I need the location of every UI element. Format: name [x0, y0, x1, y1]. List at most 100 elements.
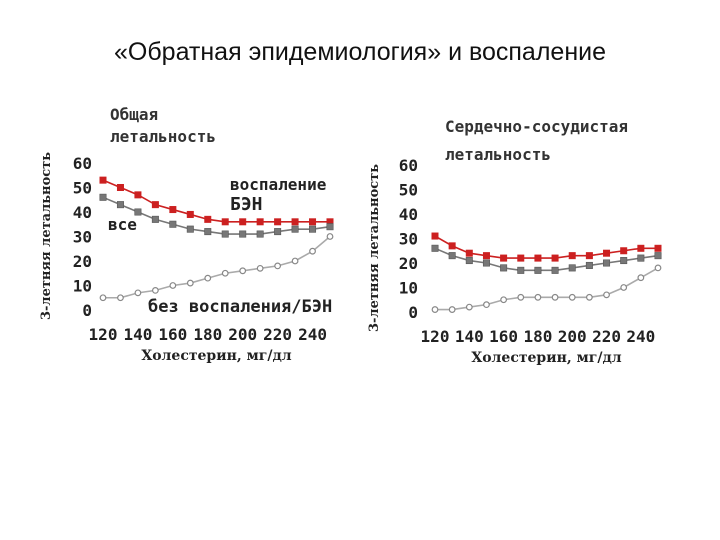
data-point-circle — [517, 293, 525, 301]
y-tick-label: 10 — [399, 279, 418, 298]
data-point-square — [169, 220, 177, 228]
data-point-square — [169, 206, 177, 214]
y-tick-label: 20 — [399, 254, 418, 273]
x-axis-title: Холестерин, мг/дл — [141, 348, 291, 364]
chart-title-line: летальность — [110, 127, 216, 146]
data-point-square — [431, 232, 439, 240]
data-point-square — [204, 228, 212, 236]
data-point-circle — [204, 274, 212, 282]
data-point-circle — [654, 264, 662, 272]
y-tick-label: 40 — [73, 203, 92, 222]
y-axis-title: 3-летняя летальность — [39, 152, 54, 320]
data-point-square — [568, 264, 576, 272]
y-tick-label: 30 — [73, 228, 92, 247]
data-point-square — [99, 193, 107, 201]
data-point-square — [534, 254, 542, 262]
data-point-square — [568, 252, 576, 260]
data-point-square — [482, 259, 490, 267]
x-tick-label: 180 — [523, 327, 552, 346]
data-point-square — [465, 249, 473, 257]
data-point-square — [116, 184, 124, 192]
data-point-circle — [585, 293, 593, 301]
data-point-square — [116, 201, 124, 209]
data-point-square — [221, 230, 229, 238]
data-point-square — [637, 244, 645, 252]
x-tick-label: 140 — [123, 325, 152, 344]
y-tick-label: 30 — [399, 230, 418, 249]
y-tick-label: 10 — [73, 277, 92, 296]
x-tick-label: 240 — [626, 327, 655, 346]
data-point-square — [654, 244, 662, 252]
x-tick-label: 120 — [89, 325, 118, 344]
y-tick-label: 60 — [399, 156, 418, 175]
data-point-square — [309, 218, 317, 226]
data-point-square — [551, 266, 559, 274]
data-point-circle — [309, 247, 316, 255]
data-point-circle — [500, 296, 508, 304]
data-point-square — [654, 252, 662, 260]
data-point-square — [239, 218, 247, 226]
y-tick-label: 50 — [73, 179, 92, 198]
data-point-circle — [603, 291, 610, 299]
data-point-circle — [483, 301, 490, 309]
x-tick-label: 180 — [193, 325, 222, 344]
data-point-square — [431, 244, 439, 252]
data-point-square — [309, 225, 317, 233]
data-point-circle — [99, 294, 107, 302]
data-point-circle — [620, 284, 628, 291]
data-point-square — [465, 257, 473, 265]
data-point-square — [151, 201, 159, 209]
chart-title-line: Сердечно-сосудистая — [445, 117, 628, 136]
data-point-circle — [431, 306, 439, 313]
data-point-square — [603, 249, 611, 257]
x-axis-title: Холестерин, мг/дл — [471, 350, 621, 366]
x-tick-label: 220 — [592, 327, 621, 346]
x-tick-label: 160 — [489, 327, 518, 346]
data-point-square — [585, 252, 593, 260]
data-point-square — [637, 254, 645, 262]
data-point-square — [585, 261, 593, 269]
series-label: БЭН — [230, 194, 263, 215]
y-tick-label: 60 — [73, 154, 92, 173]
y-tick-label: 40 — [399, 205, 418, 224]
y-axis-title: 3-летняя летальность — [367, 164, 382, 332]
x-tick-label: 140 — [455, 327, 484, 346]
data-point-square — [448, 252, 456, 260]
data-point-square — [274, 228, 282, 236]
data-point-square — [620, 247, 628, 255]
data-point-square — [239, 230, 247, 238]
series-label: все — [108, 215, 137, 234]
data-point-square — [500, 264, 508, 272]
data-point-circle — [448, 306, 456, 313]
data-point-circle — [169, 282, 177, 289]
data-point-square — [221, 218, 229, 226]
data-point-circle — [117, 294, 124, 302]
x-tick-label: 200 — [228, 325, 257, 344]
data-point-square — [134, 191, 142, 199]
data-point-square — [448, 242, 456, 250]
data-point-circle — [534, 293, 542, 301]
series-label: без воспаления/БЭН — [148, 297, 332, 317]
y-tick-label: 50 — [399, 181, 418, 200]
data-point-square — [256, 230, 264, 238]
data-point-square — [151, 215, 159, 223]
y-tick-label: 20 — [73, 252, 92, 271]
y-tick-label: 0 — [82, 301, 92, 320]
series-line-3 — [103, 235, 331, 299]
data-point-circle — [291, 257, 299, 265]
data-point-square — [603, 259, 611, 267]
data-point-circle — [239, 267, 247, 275]
data-point-square — [99, 176, 107, 184]
data-point-square — [517, 254, 525, 262]
data-point-circle — [134, 289, 142, 297]
x-tick-label: 200 — [558, 327, 587, 346]
data-point-square — [291, 225, 299, 233]
x-tick-label: 220 — [263, 325, 292, 344]
data-point-square — [517, 266, 525, 274]
data-point-circle — [551, 293, 559, 301]
data-point-square — [534, 266, 542, 274]
data-point-circle — [221, 269, 229, 277]
data-point-square — [291, 218, 299, 226]
data-point-circle — [151, 287, 159, 294]
